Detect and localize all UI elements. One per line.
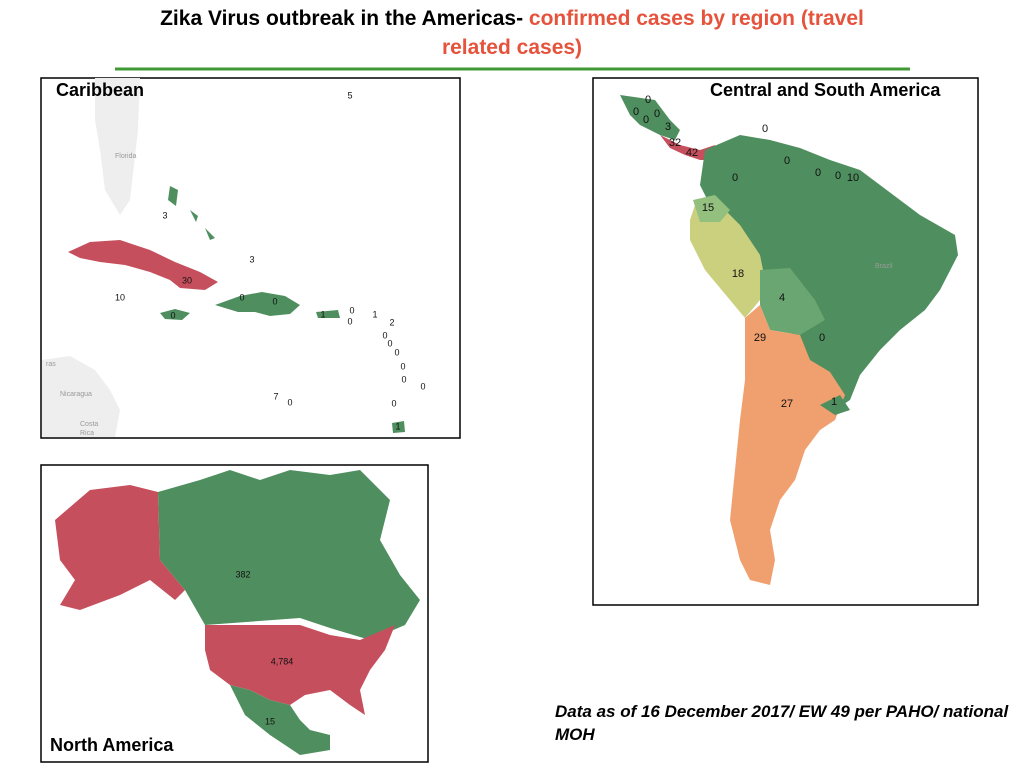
trinidad <box>392 421 405 433</box>
case-count: 0 <box>401 374 406 384</box>
case-count: 0 <box>272 296 277 306</box>
south-america-map: Central and South America <box>592 77 979 606</box>
case-count: 0 <box>394 347 399 357</box>
case-count: 29 <box>754 332 766 344</box>
brazil-north <box>700 135 958 410</box>
case-count: 3 <box>665 121 671 133</box>
puerto-rico <box>316 310 340 318</box>
paraguay <box>800 320 850 370</box>
case-count: 0 <box>654 108 660 120</box>
mexico <box>230 685 330 755</box>
uruguay <box>820 395 850 415</box>
place-name: Costa <box>80 421 98 428</box>
case-count: 15 <box>702 202 714 214</box>
case-count: 0 <box>815 167 821 179</box>
slide-title: Zika Virus outbreak in the Americas- con… <box>152 4 872 62</box>
case-count: 0 <box>645 94 651 106</box>
case-count: 0 <box>239 292 244 302</box>
case-count: 27 <box>781 398 793 410</box>
central-america <box>620 95 680 140</box>
case-count: 0 <box>391 398 396 408</box>
case-count: 0 <box>387 338 392 348</box>
place-name: Nicaragua <box>60 391 92 398</box>
case-count: 5 <box>347 90 352 100</box>
footnote: Data as of 16 December 2017/ EW 49 per P… <box>555 702 1009 744</box>
case-count: 10 <box>115 292 125 302</box>
case-count: 1 <box>395 421 400 431</box>
bolivia <box>760 268 825 335</box>
case-count: 0 <box>835 170 841 182</box>
case-count: 3 <box>162 210 167 220</box>
case-count: 0 <box>382 330 387 340</box>
case-count: 4 <box>779 292 785 304</box>
place-name: Rica <box>80 430 94 437</box>
case-count: 0 <box>784 155 790 167</box>
north-america-map: North America <box>40 464 429 763</box>
case-count: 0 <box>347 316 352 326</box>
canada <box>158 470 420 640</box>
case-count: 2 <box>389 317 394 327</box>
case-count: 3 <box>249 254 254 264</box>
case-count: 0 <box>643 114 649 126</box>
place-name: ras <box>46 361 56 368</box>
caribbean-map: Caribbean <box>40 77 461 439</box>
case-count: 18 <box>732 268 744 280</box>
argentina-chile <box>730 305 845 585</box>
hispaniola <box>215 292 300 316</box>
case-count: 1 <box>372 309 377 319</box>
case-count: 0 <box>633 106 639 118</box>
peru <box>690 200 765 318</box>
case-count: 32 <box>669 137 681 149</box>
case-count: 0 <box>287 397 292 407</box>
case-count: 1 <box>320 309 325 319</box>
case-count: 0 <box>819 332 825 344</box>
case-count: 0 <box>349 305 354 315</box>
panel-title: Caribbean <box>56 80 144 100</box>
place-name: Brazil <box>875 263 893 270</box>
case-count: 382 <box>235 569 250 579</box>
case-count: 42 <box>686 147 698 159</box>
case-count: 1 <box>831 396 837 408</box>
ecuador <box>693 195 730 222</box>
land-base <box>42 356 120 437</box>
title-highlight: confirmed cases by region (travel relate… <box>441 7 864 59</box>
case-count: 0 <box>420 381 425 391</box>
costa-rica-panama <box>660 135 715 160</box>
cuba <box>68 240 218 290</box>
place-name: Florida <box>115 153 137 160</box>
alaska <box>55 485 185 610</box>
case-count: 0 <box>762 123 768 135</box>
case-count: 0 <box>400 361 405 371</box>
land-base <box>95 78 140 215</box>
jamaica <box>160 309 190 320</box>
case-count: 4,784 <box>271 656 294 666</box>
panel-title: Central and South America <box>710 80 941 100</box>
united-states <box>205 625 395 715</box>
case-count: 0 <box>170 310 175 320</box>
case-count: 15 <box>265 716 275 726</box>
case-count: 0 <box>732 172 738 184</box>
case-count: 7 <box>273 391 278 401</box>
case-count: 10 <box>847 172 859 184</box>
title-text: Zika Virus outbreak in the Americas- <box>160 7 529 30</box>
case-count: 30 <box>182 275 192 285</box>
panel-title: North America <box>50 735 174 755</box>
bahamas <box>168 186 215 240</box>
